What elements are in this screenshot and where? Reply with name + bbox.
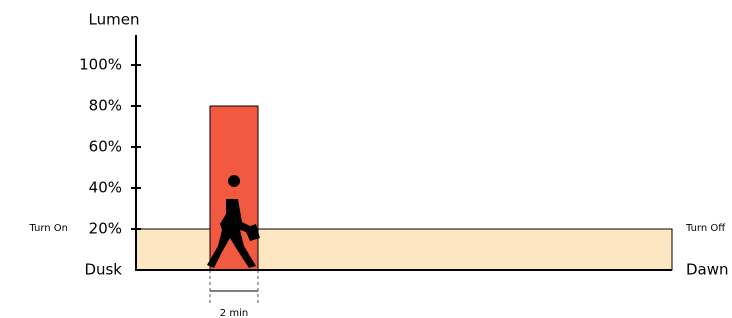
marks bbox=[136, 106, 672, 270]
end-label: Dawn bbox=[686, 261, 729, 279]
chart: Lumen Dusk Dawn Turn On Turn Off 2 min 2… bbox=[0, 0, 732, 318]
y-tick-label: 100% bbox=[79, 56, 122, 74]
y-tick-label: 60% bbox=[89, 138, 122, 156]
y-tick-label: 20% bbox=[89, 220, 122, 238]
on-label: Turn On bbox=[28, 223, 68, 234]
start-label: Dusk bbox=[84, 261, 122, 279]
burst-bar bbox=[210, 106, 258, 270]
duration-label: 2 min bbox=[220, 308, 248, 318]
y-axis-label: Lumen bbox=[89, 11, 140, 29]
y-tick-label: 40% bbox=[89, 179, 122, 197]
off-label: Turn Off bbox=[685, 223, 726, 234]
y-tick-label: 80% bbox=[89, 97, 122, 115]
duration-bracket bbox=[210, 270, 258, 305]
